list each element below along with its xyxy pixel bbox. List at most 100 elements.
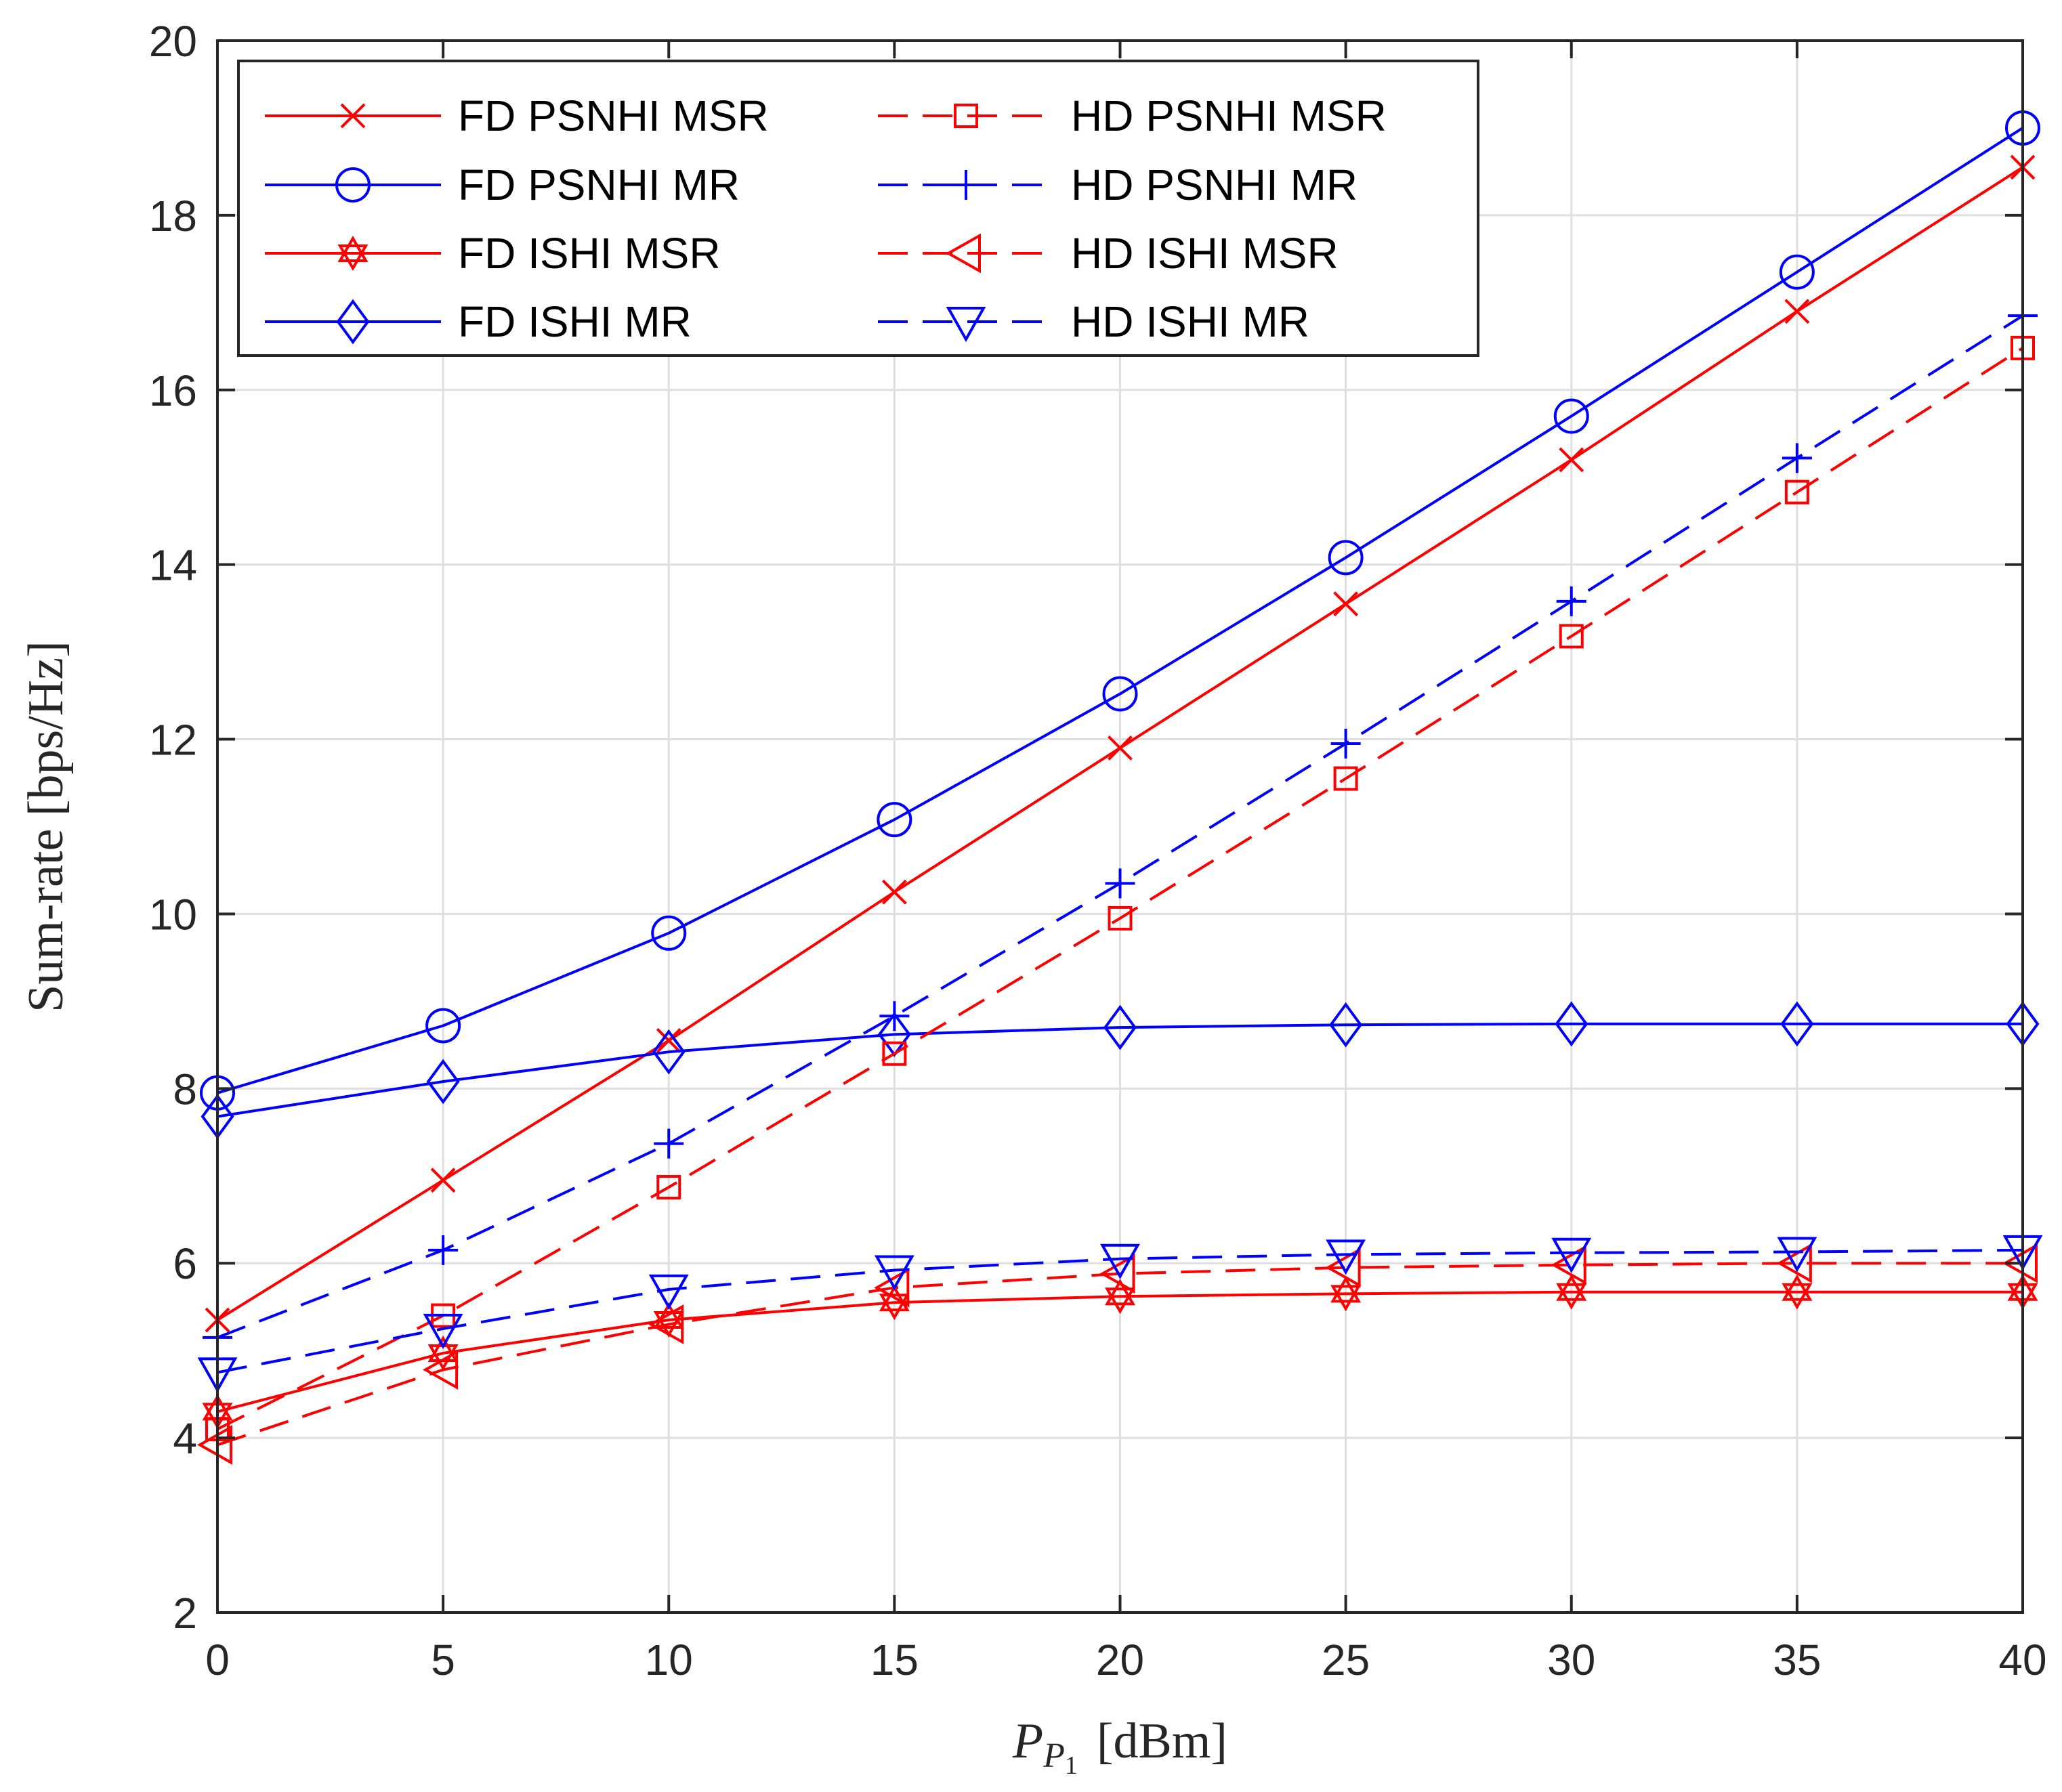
data-point-fd-ishi-mr: [1555, 1001, 1588, 1047]
data-point-fd-psnhi-mr: [651, 915, 687, 951]
data-point-fd-psnhi-mr: [1328, 540, 1364, 576]
y-tick-label: 16: [149, 366, 197, 415]
data-point-hd-ishi-mr: [1100, 1243, 1140, 1279]
series-line-fd-ishi-msr: [217, 1290, 2023, 1413]
data-point-hd-psnhi-mr: [428, 1235, 459, 1265]
x-axis-label: PP1 [dBm]: [1012, 1713, 1227, 1780]
data-point-fd-psnhi-msr: [1559, 447, 1584, 473]
axis-ticks: 0 5 10 15 20 25 30 35 40 2 4 6 8 10 12 14 16 18 20: [149, 17, 2047, 1684]
data-point-hd-psnhi-mr: [1105, 868, 1135, 899]
legend-item-hd-ishi-mr: HD ISHI MR: [878, 297, 1309, 346]
data-point-fd-psnhi-msr: [430, 1168, 456, 1193]
series-layer: [196, 110, 2043, 1465]
data-point-fd-psnhi-mr: [1779, 254, 1815, 290]
data-point-fd-psnhi-msr: [656, 1027, 681, 1053]
y-tick-label: 6: [173, 1239, 197, 1288]
data-point-hd-ishi-msr: [1551, 1245, 1586, 1285]
y-tick-label: 20: [149, 17, 197, 66]
x-tick-label: 25: [1322, 1636, 1370, 1684]
data-point-hd-ishi-msr: [2002, 1243, 2038, 1283]
data-point-hd-ishi-msr: [1776, 1243, 1812, 1283]
data-point-hd-psnhi-msr: [656, 1175, 681, 1200]
series-line-hd-ishi-msr: [217, 1262, 2023, 1447]
x-tick-label: 40: [1998, 1636, 2046, 1684]
data-point-fd-ishi-mr: [652, 1029, 686, 1075]
legend-marker-hexagram: [337, 235, 369, 272]
y-tick-label: 14: [149, 541, 197, 590]
data-point-hd-ishi-mr: [874, 1255, 914, 1291]
legend-marker-triangle-left: [945, 233, 981, 274]
x-tick-label: 15: [870, 1636, 919, 1684]
data-point-fd-psnhi-msr: [1108, 735, 1133, 761]
legend-box: [237, 60, 1479, 357]
y-tick-label: 4: [173, 1414, 197, 1463]
x-tick-label: 10: [645, 1636, 693, 1684]
data-point-hd-psnhi-msr: [1108, 905, 1133, 931]
data-point-fd-psnhi-mr: [1553, 398, 1589, 434]
data-point-hd-ishi-mr: [423, 1313, 463, 1349]
data-point-hd-ishi-msr: [874, 1267, 910, 1308]
legend-marker-triangle-down: [946, 307, 986, 343]
data-point-hd-ishi-mr: [1326, 1239, 1366, 1275]
legend-item-fd-ishi-msr: FD ISHI MSR: [265, 229, 721, 278]
data-point-fd-ishi-mr: [1329, 1002, 1363, 1048]
data-point-fd-ishi-msr: [1330, 1276, 1362, 1312]
data-point-hd-ishi-msr: [1325, 1247, 1361, 1288]
data-point-hd-psnhi-msr: [1333, 766, 1358, 791]
data-point-hd-ishi-msr: [423, 1350, 459, 1390]
legend-label: FD ISHI MSR: [458, 229, 721, 278]
legend: FD PSNHI MSR FD PSNHI MR FD ISHI MSR FD ISH…: [237, 60, 1479, 357]
data-point-hd-psnhi-mr: [1782, 443, 1812, 473]
legend-marker-x: [340, 103, 366, 129]
data-point-fd-psnhi-mr: [877, 802, 912, 838]
legend-label: FD ISHI MR: [458, 297, 692, 346]
data-point-hd-psnhi-msr: [882, 1041, 907, 1066]
data-point-hd-psnhi-mr: [1330, 729, 1361, 759]
data-point-hd-psnhi-msr: [1559, 624, 1584, 649]
data-point-fd-psnhi-mr: [425, 1008, 461, 1044]
data-point-hd-ishi-mr: [1551, 1237, 1592, 1273]
legend-item-hd-psnhi-msr: HD PSNHI MSR: [878, 91, 1387, 140]
legend-item-fd-ishi-mr: FD ISHI MR: [265, 297, 692, 346]
y-tick-label: 8: [173, 1065, 197, 1113]
x-tick-label: 30: [1547, 1636, 1595, 1684]
legend-marker-circle: [335, 167, 371, 202]
data-point-hd-ishi-msr: [648, 1304, 684, 1344]
series-line-fd-ishi-mr: [217, 1022, 2023, 1118]
legend-label: HD PSNHI MR: [1071, 161, 1358, 209]
series-line-fd-psnhi-mr: [217, 127, 2024, 1094]
y-axis-label: Sum-rate [bps/Hz]: [18, 641, 74, 1012]
data-point-fd-psnhi-msr: [1333, 591, 1359, 617]
y-tick-label: 2: [173, 1589, 197, 1638]
data-point-hd-ishi-mr: [648, 1274, 689, 1310]
legend-label: FD PSNHI MR: [458, 161, 740, 209]
data-point-hd-psnhi-mr: [654, 1128, 684, 1159]
data-point-fd-psnhi-mr: [1102, 676, 1138, 712]
x-tick-label: 35: [1773, 1636, 1821, 1684]
data-point-hd-ishi-msr: [1099, 1254, 1135, 1294]
data-point-fd-psnhi-msr: [1784, 299, 1810, 324]
legend-label: HD ISHI MSR: [1071, 229, 1339, 278]
data-point-fd-ishi-mr: [426, 1059, 460, 1105]
x-tick-label: 20: [1096, 1636, 1144, 1684]
data-point-hd-psnhi-msr: [1784, 479, 1809, 505]
x-axis-label-symbol: P: [1012, 1713, 1043, 1769]
data-point-fd-ishi-msr: [1104, 1279, 1136, 1315]
data-point-fd-psnhi-msr: [881, 879, 907, 905]
legend-item-hd-psnhi-mr: HD PSNHI MR: [878, 161, 1358, 209]
data-point-hd-psnhi-mr: [879, 1001, 910, 1031]
y-tick-label: 12: [149, 716, 197, 765]
data-point-hd-ishi-msr: [196, 1424, 232, 1465]
data-point-hd-ishi-mr: [1777, 1237, 1817, 1273]
x-axis-label-unit: [dBm]: [1097, 1713, 1227, 1769]
legend-item-fd-psnhi-mr: FD PSNHI MR: [265, 161, 740, 209]
y-tick-label: 18: [149, 192, 197, 240]
data-point-fd-ishi-msr: [879, 1285, 910, 1321]
series-hd-ishi-msr: [196, 1243, 2038, 1465]
legend-marker-plus: [951, 170, 981, 200]
legend-label: HD PSNHI MSR: [1071, 91, 1387, 140]
legend-marker-diamond: [336, 299, 370, 345]
data-point-fd-ishi-msr: [1556, 1274, 1587, 1310]
